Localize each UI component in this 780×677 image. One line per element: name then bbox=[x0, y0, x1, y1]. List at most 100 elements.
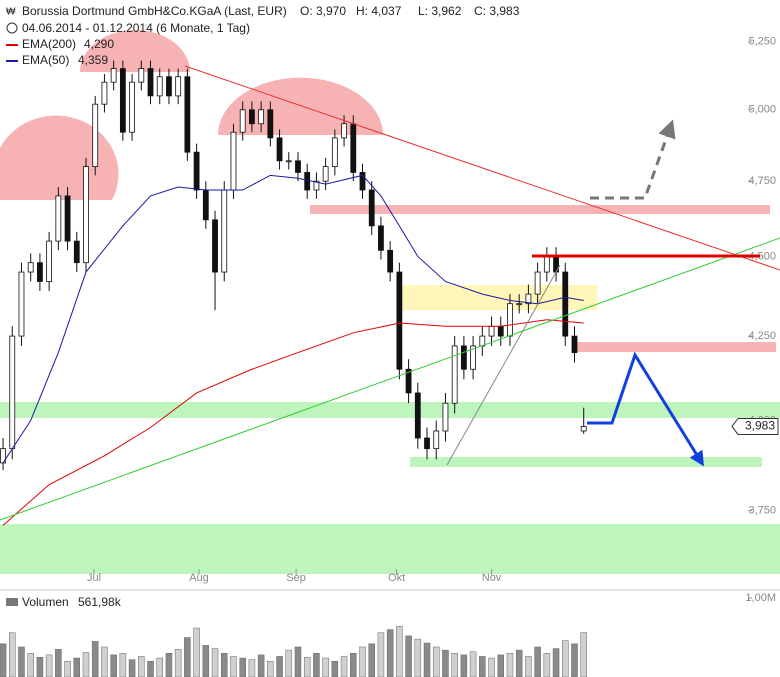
candle-body bbox=[9, 335, 16, 450]
resistance-zone bbox=[310, 205, 770, 214]
candle-body bbox=[322, 166, 329, 182]
legend-label: EMA(200) bbox=[22, 37, 76, 51]
candle-body bbox=[83, 166, 89, 264]
y-tick-label: 5,250 bbox=[748, 36, 776, 48]
header: ₩ Borussia Dortmund GmbH&Co.KGaA (Last, … bbox=[6, 4, 520, 35]
volume-bar bbox=[55, 649, 62, 677]
volume-value: 561,98k bbox=[78, 595, 122, 609]
candle-body bbox=[497, 325, 504, 337]
volume-bar bbox=[414, 638, 422, 677]
candle-body bbox=[37, 262, 43, 282]
candle-body bbox=[341, 123, 347, 139]
candle-body bbox=[405, 368, 412, 394]
candle-body bbox=[359, 172, 366, 191]
volume-bar bbox=[156, 657, 163, 677]
volume-bar bbox=[506, 653, 514, 677]
candle-body bbox=[331, 137, 338, 168]
candle-body bbox=[460, 345, 467, 370]
volume-bar bbox=[534, 646, 541, 677]
volume-bar bbox=[267, 660, 274, 677]
volume-bar bbox=[165, 653, 173, 677]
volume-bar bbox=[497, 654, 505, 677]
candle-body bbox=[387, 249, 394, 273]
annotations bbox=[0, 30, 780, 574]
volume-title: Volumen bbox=[22, 595, 69, 609]
volume-bar bbox=[110, 654, 117, 677]
volume-bar bbox=[27, 653, 34, 677]
volume-bar bbox=[322, 657, 329, 677]
volume-bar bbox=[405, 635, 412, 677]
candle-body bbox=[73, 240, 80, 264]
x-tick-label: Jul bbox=[87, 572, 101, 584]
volume-bar bbox=[147, 660, 154, 677]
volume-bar bbox=[128, 659, 136, 677]
candle-body bbox=[442, 402, 449, 432]
volume-bar bbox=[396, 626, 403, 677]
candle-body bbox=[470, 345, 477, 370]
volume-bar bbox=[211, 648, 219, 677]
volume-bar bbox=[248, 659, 256, 677]
candle-body bbox=[424, 437, 430, 450]
volume-bar bbox=[571, 643, 578, 677]
volume-bar bbox=[285, 649, 293, 677]
candle-body bbox=[313, 180, 320, 191]
candle-body bbox=[46, 240, 53, 282]
x-tick-label: Aug bbox=[189, 572, 209, 584]
candle-body bbox=[525, 293, 532, 305]
volume-bar bbox=[460, 654, 468, 677]
icon: ₩ bbox=[6, 7, 16, 18]
candle-body bbox=[156, 76, 163, 97]
volume-bar bbox=[202, 645, 210, 677]
volume-bar bbox=[294, 646, 302, 677]
x-tick-label: Nov bbox=[482, 572, 502, 584]
candle-body bbox=[119, 68, 126, 133]
candle-body bbox=[239, 109, 246, 133]
candle-body bbox=[248, 109, 255, 125]
volume-bar bbox=[479, 656, 486, 677]
volume-bar bbox=[386, 629, 394, 677]
candle-body bbox=[276, 137, 283, 162]
volume-bar bbox=[45, 654, 53, 677]
candle-body bbox=[175, 76, 182, 97]
ohlc-label: C: 3,983 bbox=[474, 4, 520, 18]
volume-bar bbox=[331, 660, 339, 677]
volume-bar bbox=[73, 657, 81, 677]
volume-bar bbox=[193, 627, 200, 677]
volume-bar bbox=[543, 653, 551, 677]
volume-bar bbox=[239, 657, 246, 677]
candle-body bbox=[304, 172, 311, 191]
volume-bar bbox=[552, 648, 560, 677]
support-zone bbox=[0, 402, 780, 418]
volume-bar bbox=[350, 653, 357, 677]
scenario-arrow bbox=[590, 119, 676, 200]
volume-bar bbox=[36, 657, 44, 677]
clock-icon bbox=[6, 22, 18, 34]
legend-value: 4,359 bbox=[78, 53, 108, 67]
ohlc-label: O: 3,970 bbox=[300, 4, 346, 18]
price-tag bbox=[731, 417, 779, 435]
y-tick-label: 4,500 bbox=[748, 250, 776, 262]
volume-bar bbox=[119, 653, 127, 677]
legend-label: EMA(50) bbox=[22, 53, 69, 67]
support-zone bbox=[410, 457, 762, 467]
candle-body bbox=[166, 76, 172, 97]
candle-body bbox=[414, 392, 421, 439]
candle-body bbox=[378, 225, 384, 251]
candle-body bbox=[451, 345, 458, 404]
x-tick-label: Okt bbox=[388, 572, 405, 584]
candle-body bbox=[147, 68, 154, 97]
candle-body bbox=[230, 131, 237, 191]
volume-bar bbox=[138, 656, 145, 677]
candle-body bbox=[580, 426, 587, 432]
trend-line bbox=[184, 65, 780, 271]
candle-body bbox=[258, 109, 265, 125]
candle-body bbox=[267, 109, 274, 139]
candle-body bbox=[101, 81, 108, 105]
resistance-zone bbox=[575, 342, 776, 352]
resistance-dome bbox=[80, 30, 190, 72]
trend-line bbox=[446, 264, 561, 466]
y-tick-label: 1,00M bbox=[745, 592, 776, 604]
volume-bar bbox=[184, 637, 191, 677]
trend-line bbox=[0, 237, 780, 521]
candle-body bbox=[516, 303, 523, 306]
